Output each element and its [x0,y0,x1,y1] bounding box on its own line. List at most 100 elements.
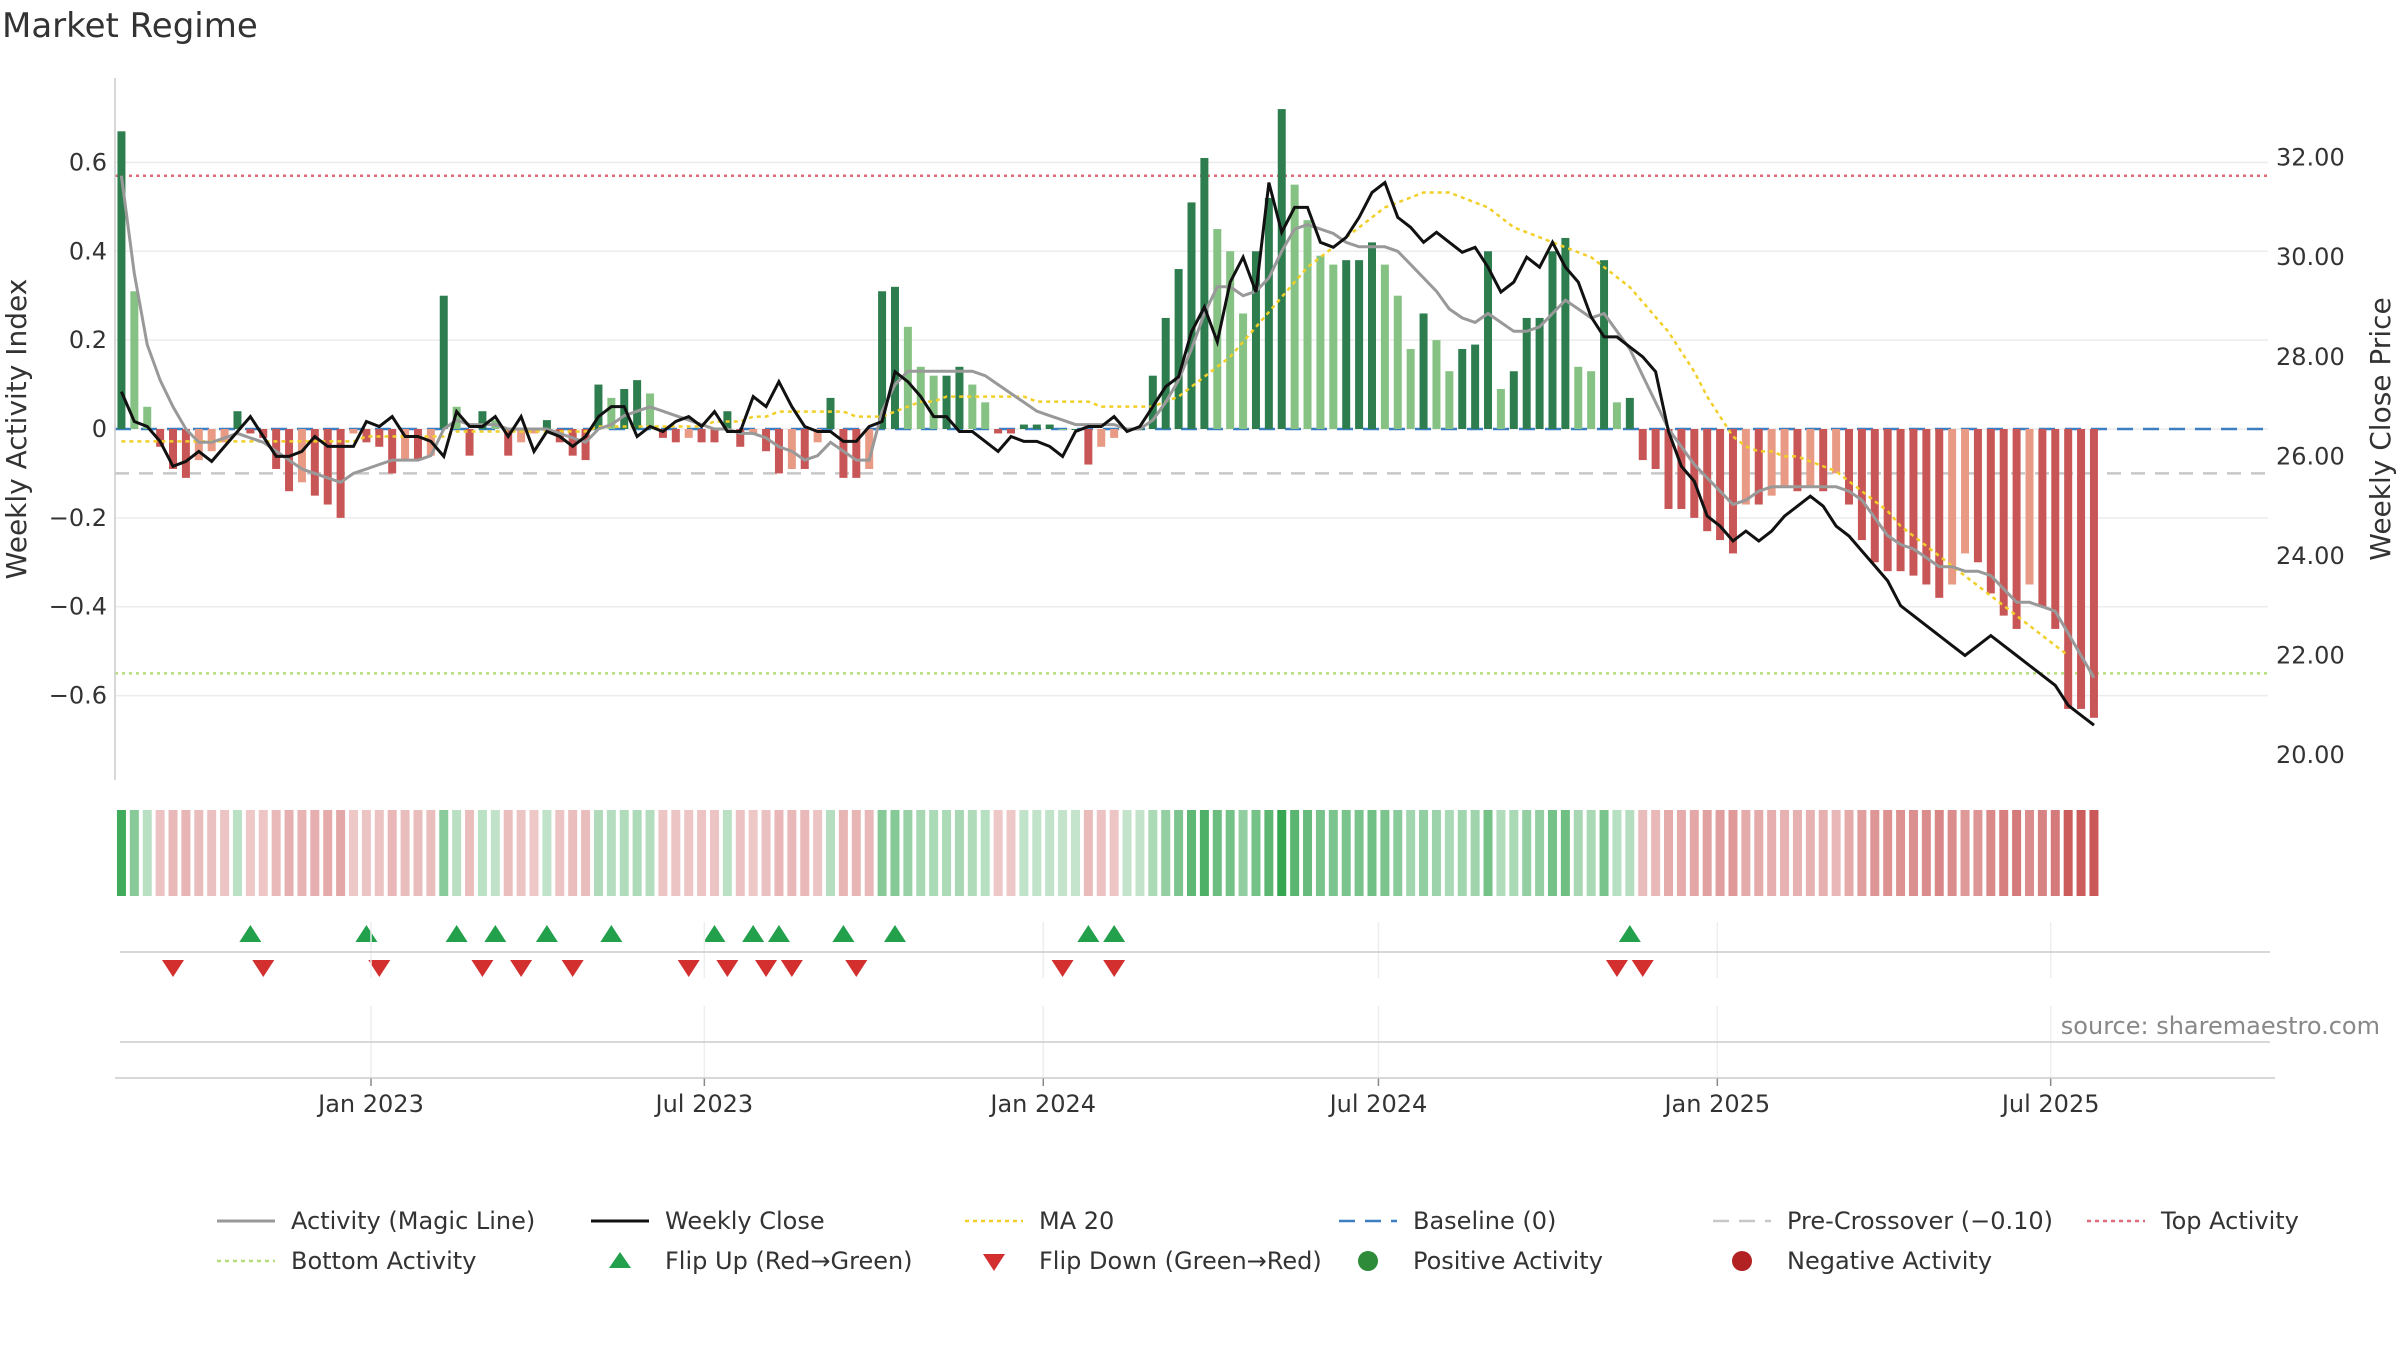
legend-label: Pre-Crossover (−0.10) [1787,1207,2054,1235]
legend-item: MA 20 [963,1206,1337,1236]
activity-bar [981,402,990,429]
regime-strip-cell [1947,810,1957,896]
activity-bar [259,429,268,438]
activity-bar [530,429,538,434]
activity-bar [646,393,655,429]
regime-strip-cell [1702,810,1712,896]
activity-bar [1664,429,1673,509]
regime-strip-cell [606,810,616,896]
regime-strip-cell [323,810,333,896]
regime-strip-cell [2037,810,2047,896]
flip-down-marker [162,960,185,977]
regime-strip-cell [1638,810,1648,896]
regime-strip-cell [1754,810,1764,896]
legend-item: Flip Down (Green→Red) [963,1246,1337,1276]
regime-strip-cell [155,810,165,896]
flip-down-marker [1051,960,1074,977]
regime-strip-cell [387,810,397,896]
activity-bar [1574,366,1583,429]
activity-bar [607,397,616,429]
regime-strip-cell [735,810,745,896]
legend-label: Baseline (0) [1413,1207,1557,1235]
regime-strip-cell [207,810,217,896]
regime-strip-cell [2089,810,2099,896]
activity-bar [310,429,319,496]
activity-bar [1097,429,1106,447]
regime-strip-cell [477,810,487,896]
activity-bar [143,406,152,429]
activity-bar [297,429,306,483]
regime-strip-cell [1096,810,1106,896]
right-tick-label: 26.00 [2276,442,2345,470]
regime-strip-cell [1883,810,1893,896]
regime-strip-cell [2050,810,2060,896]
regime-strip-cell [1844,810,1854,896]
flip-up-marker [239,925,262,942]
activity-bar [1174,269,1183,429]
activity-bar [1909,429,1918,576]
activity-bar [181,429,190,478]
regime-strip-cell [336,810,346,896]
regime-strip-cell [116,810,126,896]
regime-strip-cell [2012,810,2022,896]
activity-bar [1522,317,1531,429]
activity-bar [1290,184,1299,429]
regime-strip-cell [1393,810,1403,896]
activity-bar [929,375,938,429]
regime-strip-cell [697,810,707,896]
regime-strip-cell [142,810,152,896]
x-tick-label: Jan 2024 [988,1090,1096,1118]
flip-up-marker [742,925,765,942]
activity-bar [1213,229,1222,429]
regime-strip-cell [1135,810,1145,896]
activity-bar [1535,317,1544,429]
regime-strip-cell [1328,810,1338,896]
regime-strip-cell [1586,810,1596,896]
regime-strip-cell [1070,810,1080,896]
left-axis-label: Weekly Activity Index [0,279,33,580]
activity-bar [375,429,384,447]
activity-bar [349,429,358,434]
regime-strip-cell [413,810,423,896]
activity-bar [1780,429,1789,487]
regime-strip-cell [864,810,874,896]
regime-strip-cell [619,810,629,896]
regime-strip-cell [284,810,294,896]
regime-strip-cell [2076,810,2086,896]
activity-bar [800,429,809,469]
activity-bar [594,384,603,429]
activity-bar [1419,313,1428,429]
flip-down-marker [471,960,494,977]
activity-bar [697,429,706,443]
activity-bar [942,375,951,429]
activity-bar [1007,429,1016,434]
activity-bar [504,429,513,456]
regime-strip-cell [1470,810,1480,896]
right-tick-label: 24.00 [2276,542,2345,570]
activity-bar [968,384,977,429]
legend-label: Top Activity [2161,1207,2299,1235]
regime-strip-cell [1535,810,1545,896]
flip-down-marker [1103,960,1126,977]
legend-item: Bottom Activity [215,1246,589,1276]
regime-strip-cell [1264,810,1274,896]
legend-label: Flip Up (Red→Green) [665,1247,913,1275]
activity-bar [1832,429,1841,474]
activity-bar [749,429,758,434]
activity-bar [1677,429,1686,509]
flip-up-marker [883,925,906,942]
activity-bar [1806,429,1815,487]
flip-up-marker [535,925,558,942]
regime-strip-cell [967,810,977,896]
legend-line-icon [217,1259,275,1263]
activity-bar [1896,429,1905,572]
legend-item: Negative Activity [1711,1246,2085,1276]
regime-strip-cell [503,810,513,896]
regime-strip-cell [1780,810,1790,896]
flip-down-marker [845,960,868,977]
activity-bar [890,286,899,429]
activity-bar [1754,429,1763,505]
activity-bar [1496,389,1505,429]
flip-down-marker [755,960,778,977]
activity-bar [1509,371,1518,429]
